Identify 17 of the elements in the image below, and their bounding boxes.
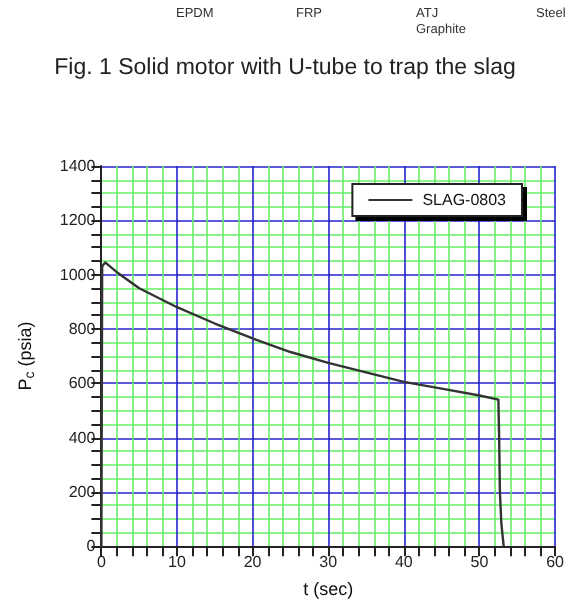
x-tick-label: 30 [319,553,339,572]
y-tick-label: 200 [68,482,97,501]
x-tick-label: 10 [168,553,187,572]
y-tick-label: 600 [68,374,97,393]
line-series [100,261,505,548]
x-tick-label: 50 [470,553,490,572]
legend-label: SLAG-0803 [422,191,508,209]
x-tick-label: 20 [243,553,263,572]
y-tick-label: 800 [68,319,97,338]
y-tick-label: 400 [68,428,97,447]
y-tick-label: 1400 [59,157,97,175]
y-tick-label: 1200 [59,211,97,230]
y-tick-label: 1000 [59,265,97,284]
caption: Fig. 1 Solid motor with U-tube to trap the slag [54,56,516,80]
x-tick-label: 40 [394,553,414,572]
x-axis-title: t (sec) [303,579,354,599]
x-tick-label: 60 [546,553,566,572]
